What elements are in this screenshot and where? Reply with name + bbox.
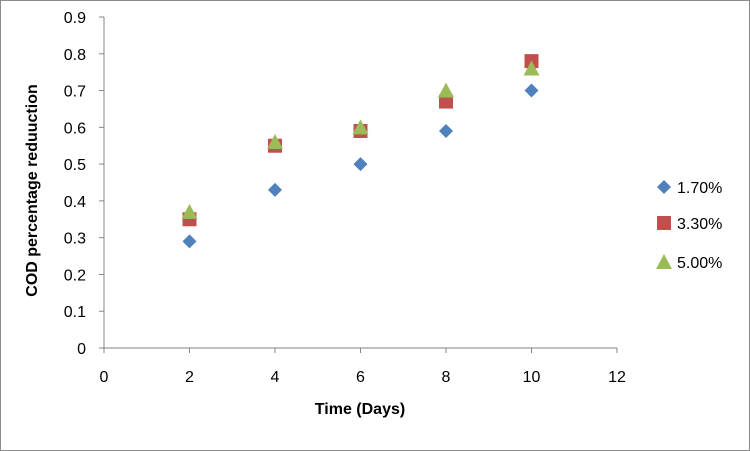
- y-tick-label: 0.4: [64, 194, 86, 211]
- y-tick-label: 0.3: [64, 231, 86, 248]
- data-point: [439, 94, 453, 109]
- legend-label: 1.70%: [677, 180, 722, 197]
- legend-marker: [657, 216, 671, 230]
- legend-label: 5.00%: [677, 255, 722, 272]
- x-tick-label: 2: [185, 369, 194, 386]
- legend-item: 1.70%: [657, 180, 722, 197]
- y-tick-label: 0.9: [64, 10, 86, 27]
- x-tick-label: 12: [608, 369, 626, 386]
- legend-item: 3.30%: [657, 216, 722, 233]
- x-axis-ticks: 0 2 4 6 8 10 12: [100, 348, 626, 386]
- data-point: [182, 234, 197, 249]
- legend-marker: [656, 254, 672, 269]
- data-point: [268, 182, 282, 197]
- y-tick-label: 0.8: [64, 47, 86, 64]
- data-point: [523, 60, 540, 76]
- legend-marker: [657, 180, 671, 194]
- x-tick-label: 8: [442, 369, 451, 386]
- y-axis-ticks: 0 0.1 0.2 0.3 0.4 0.5 0.6 0.7 0.8 0.9: [64, 10, 104, 358]
- y-tick-label: 0.7: [64, 84, 86, 101]
- series-triangle: [181, 60, 540, 219]
- data-point: [438, 82, 454, 98]
- x-tick-label: 10: [523, 369, 541, 386]
- y-axis-title: COD percentage reduuction: [24, 84, 41, 296]
- data-point: [353, 157, 368, 172]
- data-point: [267, 134, 283, 150]
- x-tick-label: 0: [100, 369, 109, 386]
- data-point: [181, 203, 198, 219]
- y-tick-label: 0.2: [64, 267, 86, 284]
- data-point: [439, 124, 453, 139]
- x-axis-title: Time (Days): [315, 401, 405, 418]
- y-tick-label: 0.6: [64, 120, 86, 137]
- y-tick-label: 0.5: [64, 157, 86, 174]
- x-tick-label: 6: [356, 369, 365, 386]
- series-diamond: [182, 83, 539, 249]
- legend: 1.70% 3.30% 5.00%: [656, 180, 722, 272]
- data-point: [524, 83, 539, 98]
- data-point: [352, 119, 369, 135]
- y-tick-label: 0.1: [64, 304, 86, 321]
- legend-label: 3.30%: [677, 216, 722, 233]
- legend-item: 5.00%: [656, 254, 722, 272]
- data-points: [181, 54, 540, 249]
- y-tick-label: 0: [77, 341, 86, 358]
- x-tick-label: 4: [271, 369, 280, 386]
